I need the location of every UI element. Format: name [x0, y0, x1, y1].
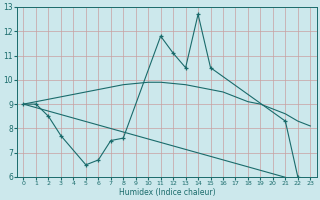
X-axis label: Humidex (Indice chaleur): Humidex (Indice chaleur) [119, 188, 215, 197]
